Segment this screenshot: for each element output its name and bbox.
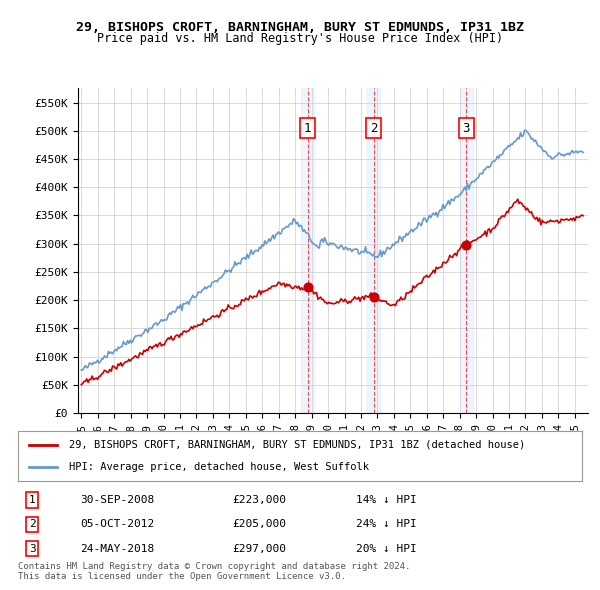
Text: 24-MAY-2018: 24-MAY-2018 [80, 544, 154, 553]
Text: £297,000: £297,000 [232, 544, 286, 553]
Text: Contains HM Land Registry data © Crown copyright and database right 2024.: Contains HM Land Registry data © Crown c… [18, 562, 410, 571]
Text: 20% ↓ HPI: 20% ↓ HPI [356, 544, 417, 553]
Text: 2: 2 [29, 519, 35, 529]
Text: 3: 3 [463, 122, 470, 135]
Text: 05-OCT-2012: 05-OCT-2012 [80, 519, 154, 529]
Point [461, 241, 471, 250]
Text: This data is licensed under the Open Government Licence v3.0.: This data is licensed under the Open Gov… [18, 572, 346, 581]
Text: 14% ↓ HPI: 14% ↓ HPI [356, 495, 417, 505]
Text: 3: 3 [29, 544, 35, 553]
Bar [301, 88, 314, 413]
Text: 1: 1 [304, 122, 311, 135]
Bar [367, 88, 380, 413]
Text: Price paid vs. HM Land Registry's House Price Index (HPI): Price paid vs. HM Land Registry's House … [97, 32, 503, 45]
Point [303, 283, 313, 292]
Text: 29, BISHOPS CROFT, BARNINGHAM, BURY ST EDMUNDS, IP31 1BZ: 29, BISHOPS CROFT, BARNINGHAM, BURY ST E… [76, 21, 524, 34]
Text: £223,000: £223,000 [232, 495, 286, 505]
Bar [460, 88, 473, 413]
Point [369, 293, 379, 302]
Text: 1: 1 [29, 495, 35, 505]
Text: 24% ↓ HPI: 24% ↓ HPI [356, 519, 417, 529]
Text: £205,000: £205,000 [232, 519, 286, 529]
Text: 30-SEP-2008: 30-SEP-2008 [80, 495, 154, 505]
Text: 2: 2 [370, 122, 377, 135]
Text: HPI: Average price, detached house, West Suffolk: HPI: Average price, detached house, West… [69, 462, 369, 472]
Text: 29, BISHOPS CROFT, BARNINGHAM, BURY ST EDMUNDS, IP31 1BZ (detached house): 29, BISHOPS CROFT, BARNINGHAM, BURY ST E… [69, 440, 525, 450]
